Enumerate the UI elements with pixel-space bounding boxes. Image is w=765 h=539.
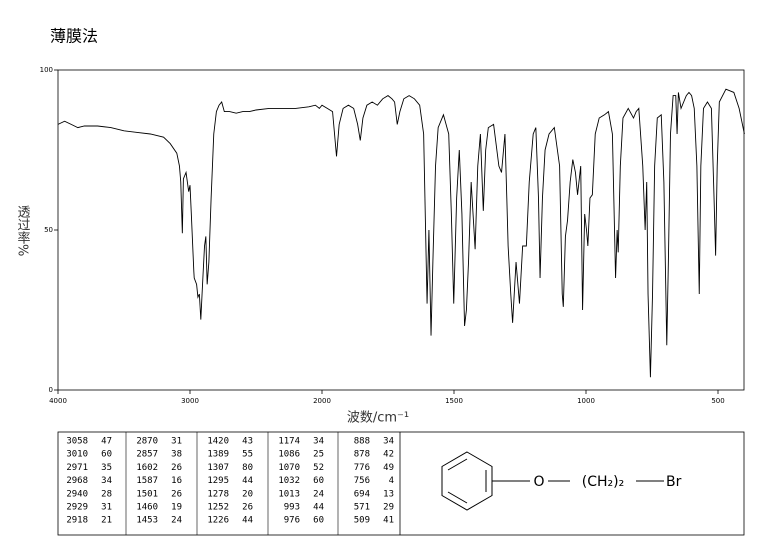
peak-wavenumber: 1501 <box>136 489 158 499</box>
peak-transmittance: 35 <box>101 463 112 473</box>
peak-wavenumber: 1174 <box>278 437 300 447</box>
peak-transmittance: 41 <box>383 516 394 526</box>
spectrum-line <box>57 88 745 378</box>
peak-wavenumber: 1307 <box>207 463 229 473</box>
structure <box>441 451 664 511</box>
peak-wavenumber: 1070 <box>278 463 300 473</box>
peak-transmittance: 42 <box>383 450 394 460</box>
peak-wavenumber: 2929 <box>66 503 88 513</box>
x-tick-label: 1000 <box>577 397 595 405</box>
y-tick-label: 50 <box>44 226 53 234</box>
peak-wavenumber: 509 <box>354 516 370 526</box>
peak-transmittance: 49 <box>383 463 394 473</box>
benzene-ring <box>441 451 493 511</box>
peak-wavenumber: 993 <box>284 503 300 513</box>
structure-atom: Br <box>666 474 682 490</box>
peak-wavenumber: 1295 <box>207 476 229 486</box>
ring-bond <box>447 458 468 471</box>
x-tick-label: 1500 <box>445 397 463 405</box>
ring-bond <box>447 491 468 504</box>
peak-transmittance: 25 <box>313 450 324 460</box>
plot-frame <box>57 69 745 391</box>
peak-transmittance: 34 <box>101 476 112 486</box>
peak-transmittance: 16 <box>171 476 182 486</box>
structure-atom: O <box>533 474 544 490</box>
peak-transmittance: 55 <box>242 450 253 460</box>
peak-wavenumber: 888 <box>354 437 370 447</box>
peak-transmittance: 21 <box>101 516 112 526</box>
peak-wavenumber: 1453 <box>136 516 158 526</box>
peak-transmittance: 44 <box>313 503 324 513</box>
x-tick-label: 4000 <box>49 397 67 405</box>
peak-wavenumber: 1252 <box>207 503 229 513</box>
peak-wavenumber: 1460 <box>136 503 158 513</box>
peak-transmittance: 31 <box>101 503 112 513</box>
peak-transmittance: 43 <box>242 437 253 447</box>
peak-transmittance: 60 <box>101 450 112 460</box>
peak-transmittance: 28 <box>101 489 112 499</box>
peak-wavenumber: 1013 <box>278 489 300 499</box>
peak-wavenumber: 1032 <box>278 476 300 486</box>
peak-wavenumber: 756 <box>354 476 370 486</box>
peak-wavenumber: 1587 <box>136 476 158 486</box>
peak-wavenumber: 878 <box>354 450 370 460</box>
peak-wavenumber: 2940 <box>66 489 88 499</box>
x-tick-label: 2000 <box>313 397 331 405</box>
peak-transmittance: 44 <box>242 516 253 526</box>
peak-transmittance: 60 <box>313 476 324 486</box>
peak-wavenumber: 2918 <box>66 516 88 526</box>
peak-transmittance: 24 <box>171 516 182 526</box>
chart-title: 薄膜法 <box>50 27 98 46</box>
x-tick-label: 500 <box>711 397 724 405</box>
peak-wavenumber: 1420 <box>207 437 229 447</box>
peak-transmittance: 34 <box>383 437 394 447</box>
peak-transmittance: 26 <box>242 503 253 513</box>
peak-wavenumber: 1086 <box>278 450 300 460</box>
peak-transmittance: 26 <box>171 489 182 499</box>
peak-transmittance: 24 <box>313 489 324 499</box>
peak-wavenumber: 2857 <box>136 450 158 460</box>
peak-transmittance: 20 <box>242 489 253 499</box>
x-tick-label: 3000 <box>181 397 199 405</box>
peak-wavenumber: 694 <box>354 489 370 499</box>
y-axis-label: 透过率% <box>15 205 31 256</box>
peak-wavenumber: 2971 <box>66 463 88 473</box>
peak-wavenumber: 1278 <box>207 489 229 499</box>
peak-transmittance: 44 <box>242 476 253 486</box>
peak-wavenumber: 2870 <box>136 437 158 447</box>
peak-transmittance: 34 <box>313 437 324 447</box>
peak-wavenumber: 1226 <box>207 516 229 526</box>
structure-chain: (CH₂)₂ <box>582 474 624 490</box>
peak-wavenumber: 776 <box>354 463 370 473</box>
peak-wavenumber: 3058 <box>66 437 88 447</box>
peak-wavenumber: 1602 <box>136 463 158 473</box>
peak-transmittance: 31 <box>171 437 182 447</box>
peak-wavenumber: 571 <box>354 503 370 513</box>
x-axis-label: 波数/cm⁻¹ <box>347 411 409 426</box>
y-tick-label: 100 <box>40 66 53 74</box>
peak-transmittance: 52 <box>313 463 324 473</box>
peak-wavenumber: 3010 <box>66 450 88 460</box>
peak-wavenumber: 1389 <box>207 450 229 460</box>
table-frame <box>57 431 745 536</box>
peak-transmittance: 4 <box>389 476 394 486</box>
peak-transmittance: 29 <box>383 503 394 513</box>
peak-wavenumber: 2968 <box>66 476 88 486</box>
peak-transmittance: 47 <box>101 437 112 447</box>
peak-transmittance: 19 <box>171 503 182 513</box>
peak-transmittance: 80 <box>242 463 253 473</box>
peak-transmittance: 60 <box>313 516 324 526</box>
peak-transmittance: 38 <box>171 450 182 460</box>
peak-transmittance: 26 <box>171 463 182 473</box>
y-tick-label: 0 <box>49 386 53 394</box>
peak-wavenumber: 976 <box>284 516 300 526</box>
peak-transmittance: 13 <box>383 489 394 499</box>
